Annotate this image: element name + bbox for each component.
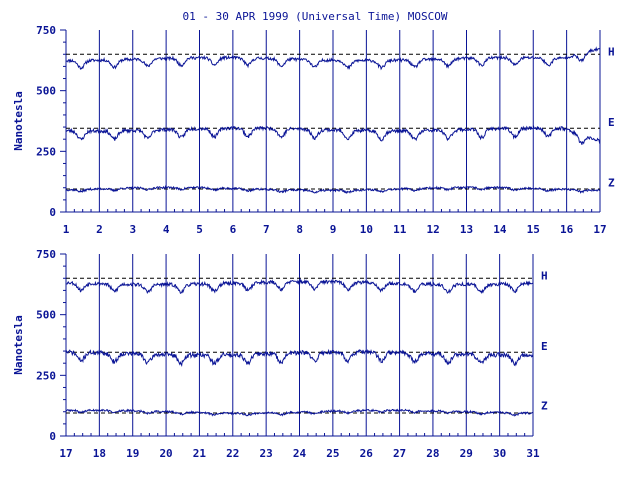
x-tick-label: 25 — [326, 447, 339, 460]
series-e-trace — [65, 348, 534, 368]
series-z-trace — [65, 408, 534, 417]
y-axis-label: Nanotesla — [12, 315, 25, 375]
x-tick-label: 23 — [260, 447, 273, 460]
x-tick-label: 15 — [527, 223, 540, 236]
series-h-trace — [65, 46, 601, 71]
x-tick-label: 28 — [426, 447, 439, 460]
x-tick-label: 9 — [330, 223, 337, 236]
series-z-trace — [65, 185, 601, 195]
x-tick-label: 17 — [593, 223, 606, 236]
y-axis-label: Nanotesla — [12, 91, 25, 151]
series-e-trace — [65, 125, 601, 145]
x-tick-label: 7 — [263, 223, 270, 236]
x-tick-label: 22 — [226, 447, 239, 460]
x-tick-label: 2 — [96, 223, 103, 236]
series-label-h: H — [541, 269, 548, 282]
x-tick-label: 8 — [296, 223, 303, 236]
x-tick-label: 10 — [360, 223, 373, 236]
x-tick-label: 19 — [126, 447, 139, 460]
x-tick-label: 26 — [360, 447, 374, 460]
x-tick-label: 5 — [196, 223, 203, 236]
x-tick-label: 4 — [163, 223, 170, 236]
series-label-z: Z — [541, 399, 548, 412]
x-tick-label: 11 — [393, 223, 407, 236]
y-tick-label: 750 — [36, 24, 56, 37]
x-tick-label: 18 — [93, 447, 106, 460]
series-label-z: Z — [608, 177, 615, 190]
y-tick-label: 250 — [36, 145, 56, 158]
x-tick-label: 27 — [393, 447, 406, 460]
x-tick-label: 1 — [63, 223, 70, 236]
y-tick-label: 250 — [36, 369, 56, 382]
x-tick-label: 20 — [159, 447, 172, 460]
series-label-e: E — [608, 116, 615, 129]
y-tick-label: 0 — [49, 206, 56, 219]
y-tick-label: 500 — [36, 85, 56, 98]
x-tick-label: 29 — [460, 447, 473, 460]
x-tick-label: 6 — [230, 223, 237, 236]
x-tick-label: 14 — [493, 223, 507, 236]
y-tick-label: 750 — [36, 248, 56, 261]
y-tick-label: 500 — [36, 309, 56, 322]
x-tick-label: 13 — [460, 223, 473, 236]
x-tick-label: 12 — [427, 223, 440, 236]
x-tick-label: 3 — [129, 223, 136, 236]
y-tick-label: 0 — [49, 430, 56, 443]
chart-title: 01 - 30 APR 1999 (Universal Time) MOSCOW — [183, 10, 448, 23]
x-tick-label: 21 — [193, 447, 207, 460]
series-label-h: H — [608, 45, 615, 58]
x-tick-label: 30 — [493, 447, 506, 460]
series-h-trace — [65, 278, 534, 295]
x-tick-label: 17 — [59, 447, 72, 460]
series-label-e: E — [541, 340, 548, 353]
x-tick-label: 16 — [560, 223, 574, 236]
x-tick-label: 24 — [293, 447, 307, 460]
x-tick-label: 31 — [526, 447, 540, 460]
